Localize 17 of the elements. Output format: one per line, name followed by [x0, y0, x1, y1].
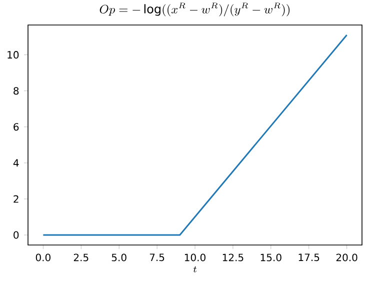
x-tick-label: 12.5 [222, 254, 244, 262]
x-tick-label: 17.5 [298, 254, 320, 262]
y-tick-label: 0 [14, 231, 19, 239]
x-tick-label: 2.5 [74, 254, 88, 262]
x-tick-label: 10.0 [184, 254, 206, 262]
x-tick-label: 7.5 [150, 254, 164, 262]
x-axis-title: $t$ [193, 266, 197, 272]
y-tick-label: 8 [14, 87, 19, 95]
y-tick-label: 6 [14, 123, 19, 131]
x-tick-label: 5.0 [112, 254, 126, 262]
y-tick-label: 2 [14, 195, 18, 203]
y-tick-label: 4 [13, 159, 19, 167]
x-tick-label: 20.0 [336, 254, 358, 262]
chart-title: $Op = -\log((x^R - w^R)/(y^R - w^R))$ [100, 2, 290, 16]
y-tick-label: 10 [8, 51, 19, 59]
x-tick-label: 0.0 [36, 254, 50, 262]
x-tick-label: 15.0 [260, 254, 282, 262]
